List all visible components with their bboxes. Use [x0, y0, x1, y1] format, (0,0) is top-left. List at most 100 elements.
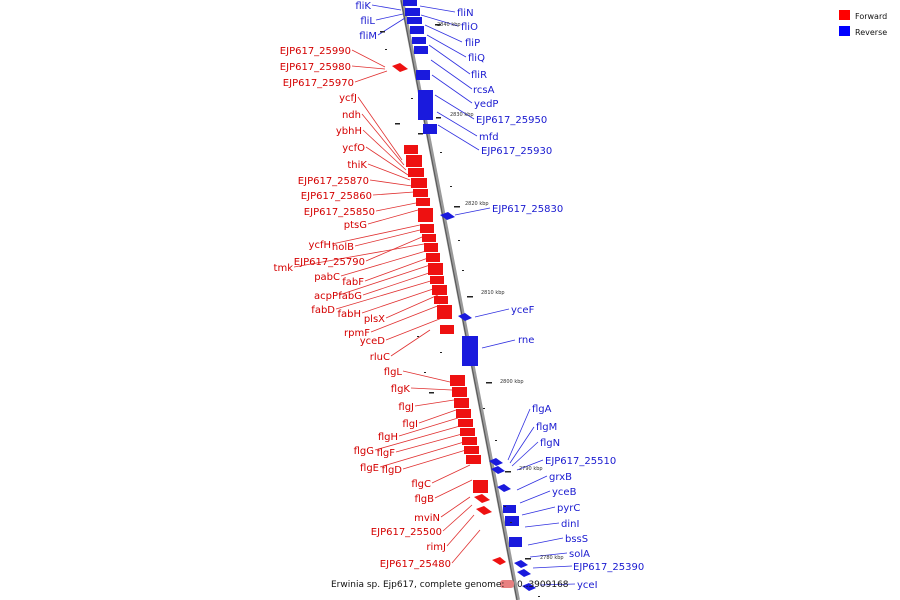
gene-label[interactable]: EJP617_25860: [301, 191, 372, 202]
gene-label[interactable]: fliP: [465, 38, 480, 49]
gene-label[interactable]: rimJ: [426, 542, 446, 553]
gene-block: [509, 537, 522, 547]
reverse-connectors: [371, 4, 576, 586]
gene-block: [413, 189, 428, 197]
gene-block: [440, 325, 454, 334]
tick-label: 2820 kbp: [465, 201, 489, 207]
gene-label[interactable]: fabH: [337, 309, 361, 320]
gene-label[interactable]: solA: [569, 549, 590, 560]
gene-label[interactable]: EJP617_25850: [304, 207, 375, 218]
gene-label[interactable]: flgI: [402, 419, 418, 430]
gene-label[interactable]: fliM: [359, 31, 377, 42]
gene-label[interactable]: fliO: [461, 22, 478, 33]
gene-label[interactable]: flgJ: [398, 402, 414, 413]
gene-label[interactable]: fliR: [471, 70, 487, 81]
gene-label[interactable]: fliL: [360, 16, 375, 27]
gene-label[interactable]: pyrC: [557, 503, 580, 514]
gene-label[interactable]: dinI: [561, 519, 579, 530]
gene-label[interactable]: EJP617_25950: [476, 115, 547, 126]
gene-block: [462, 437, 477, 445]
gene-label[interactable]: EJP617_25390: [573, 562, 644, 573]
gene-label[interactable]: EJP617_25870: [298, 176, 369, 187]
gene-label[interactable]: flgE: [360, 463, 379, 474]
gene-label[interactable]: EJP617_25990: [280, 46, 351, 57]
gene-label[interactable]: rne: [518, 335, 534, 346]
gene-label[interactable]: fabG: [338, 291, 362, 302]
gene-label[interactable]: rpmF: [344, 328, 370, 339]
gene-label[interactable]: EJP617_25930: [481, 146, 552, 157]
forward-gene-labels: EJP617_25990 EJP617_25980 EJP617_25970 y…: [274, 46, 451, 570]
gene-label[interactable]: thiK: [347, 160, 367, 171]
gene-label[interactable]: flgD: [382, 465, 403, 476]
gene-label[interactable]: EJP617_25510: [545, 456, 616, 467]
gene-label[interactable]: flgL: [384, 367, 403, 378]
legend-reverse-label: Reverse: [855, 28, 887, 37]
gene-label[interactable]: ptsG: [344, 220, 367, 231]
gene-label[interactable]: fabD: [311, 305, 335, 316]
gene-label[interactable]: fliN: [457, 8, 474, 19]
gene-label[interactable]: EJP617_25980: [280, 62, 351, 73]
gene-label[interactable]: flgN: [540, 438, 560, 449]
tick-label: 2800 kbp: [500, 379, 524, 385]
gene-label[interactable]: EJP617_25790: [294, 257, 365, 268]
gene-label[interactable]: yceB: [552, 487, 577, 498]
gene-label[interactable]: yceD: [360, 336, 386, 347]
gene-label[interactable]: flgF: [377, 448, 396, 459]
gene-label[interactable]: ycfH: [309, 240, 331, 251]
gene-label[interactable]: acpP: [314, 291, 338, 302]
reverse-gene-labels: fliK fliL fliM fliN fliO fliP fliQ fliR …: [355, 1, 644, 591]
gene-label[interactable]: rcsA: [473, 85, 495, 96]
gene-label[interactable]: ndh: [342, 110, 361, 121]
gene-block: [450, 375, 465, 386]
gene-label[interactable]: rluC: [370, 352, 390, 363]
gene-label[interactable]: grxB: [549, 472, 572, 483]
gene-label[interactable]: fabF: [342, 277, 364, 288]
gene-block: [517, 569, 531, 577]
gene-label[interactable]: ycfJ: [339, 93, 357, 104]
gene-label[interactable]: yceI: [577, 580, 598, 591]
gene-label[interactable]: flgB: [414, 494, 434, 505]
gene-block: [456, 409, 471, 418]
gene-block: [405, 8, 420, 16]
gene-block: [403, 0, 417, 6]
gene-block: [408, 168, 424, 177]
gene-block: [454, 398, 469, 408]
gene-block: [406, 155, 422, 167]
gene-block: [489, 458, 503, 466]
gene-block: [418, 90, 433, 120]
gene-block: [420, 224, 434, 233]
gene-label[interactable]: yedP: [474, 99, 498, 110]
gene-label[interactable]: tmk: [274, 263, 294, 274]
gene-label[interactable]: EJP617_25970: [283, 78, 354, 89]
reverse-gene-blocks: [403, 0, 536, 591]
gene-label[interactable]: fliQ: [468, 53, 485, 64]
gene-label[interactable]: fliK: [355, 1, 371, 12]
gene-label[interactable]: plsX: [364, 314, 385, 325]
gene-label[interactable]: ybhH: [336, 126, 362, 137]
gene-label[interactable]: holB: [332, 242, 354, 253]
gene-label[interactable]: bssS: [565, 534, 588, 545]
gene-block: [462, 336, 478, 366]
gene-label[interactable]: EJP617_25830: [492, 204, 563, 215]
gene-label[interactable]: flgC: [411, 479, 431, 490]
tick-label: 2810 kbp: [481, 290, 505, 296]
tick-label: 2830 kbp: [450, 112, 474, 118]
gene-label[interactable]: flgA: [532, 404, 552, 415]
gene-label[interactable]: flgG: [354, 446, 374, 457]
gene-label[interactable]: flgH: [378, 432, 398, 443]
gene-label[interactable]: flgM: [536, 422, 557, 433]
gene-label[interactable]: yceF: [511, 305, 535, 316]
gene-label[interactable]: ycfO: [342, 143, 365, 154]
gene-block: [410, 26, 424, 34]
gene-label[interactable]: mviN: [414, 513, 440, 524]
gene-block: [458, 419, 473, 427]
gene-label[interactable]: EJP617_25480: [380, 559, 451, 570]
gene-label[interactable]: EJP617_25500: [371, 527, 442, 538]
gene-block: [414, 46, 428, 54]
gene-label[interactable]: pabC: [314, 272, 340, 283]
gene-label[interactable]: mfd: [479, 132, 499, 143]
gene-block: [491, 466, 505, 474]
gene-label[interactable]: flgK: [391, 384, 411, 395]
legend: Forward Reverse: [839, 10, 887, 37]
